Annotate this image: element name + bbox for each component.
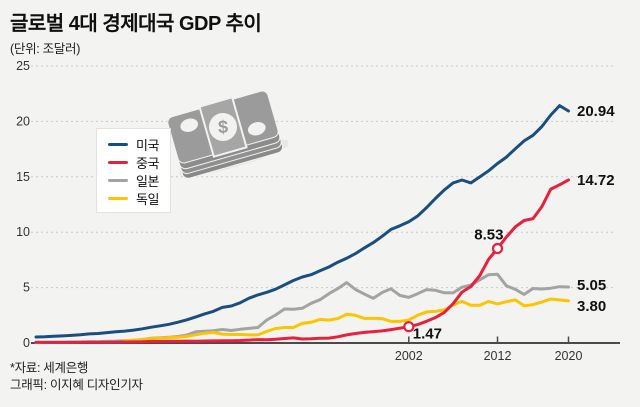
- series-line-중국: [34, 178, 570, 344]
- legend-label-china: 중국: [136, 155, 159, 171]
- end-value-label: 5.05: [577, 277, 606, 294]
- y-tick-label: 5: [23, 281, 30, 295]
- credit-note: 그래픽: 이지혜 디자인기자: [10, 378, 143, 392]
- y-tick-label: 10: [16, 225, 30, 239]
- series-line-독일: [123, 297, 570, 343]
- end-value-label: 14.72: [577, 172, 615, 189]
- bill-oval: [180, 118, 199, 132]
- y-tick-label: 0: [23, 336, 30, 350]
- point-value-label: 8.53: [474, 227, 503, 244]
- legend-label-germany: 독일: [136, 191, 159, 207]
- legend-label-us: 미국: [136, 137, 159, 153]
- bill-oval: [247, 122, 266, 136]
- legend-swatch-us: [108, 142, 128, 146]
- x-tick-label: 2002: [395, 349, 423, 363]
- legend: 미국 중국 일본 독일: [96, 128, 171, 213]
- point-value-label: 1.47: [413, 326, 442, 343]
- point-marker: [491, 242, 504, 255]
- x-tick-label: 2020: [555, 349, 583, 363]
- y-tick-label: 20: [16, 114, 30, 128]
- source-note: *자료: 세계은행: [10, 361, 89, 375]
- legend-swatch-germany: [108, 196, 128, 200]
- point-marker: [403, 321, 415, 333]
- end-value-label: 20.94: [577, 103, 615, 120]
- legend-item-china: 중국: [108, 155, 159, 171]
- money-stack-icon: $: [167, 90, 288, 178]
- dollar-sign-icon: $: [218, 117, 229, 137]
- legend-swatch-china: [108, 160, 128, 164]
- series-line-미국: [34, 104, 570, 339]
- legend-item-japan: 일본: [108, 173, 159, 189]
- footer: *자료: 세계은행 그래픽: 이지혜 디자인기자: [10, 360, 143, 394]
- legend-swatch-japan: [108, 178, 128, 182]
- y-tick-label: 25: [16, 59, 30, 73]
- dollar-circle: [209, 113, 237, 141]
- page-title: 글로벌 4대 경제대국 GDP 추이: [10, 13, 262, 35]
- legend-item-germany: 독일: [108, 191, 159, 207]
- x-tick-label: 2012: [484, 349, 512, 363]
- legend-item-us: 미국: [108, 137, 159, 153]
- y-tick-label: 15: [16, 170, 30, 184]
- legend-label-japan: 일본: [136, 173, 159, 189]
- end-value-label: 3.80: [577, 298, 606, 315]
- unit-label: (단위: 조달러): [10, 42, 81, 56]
